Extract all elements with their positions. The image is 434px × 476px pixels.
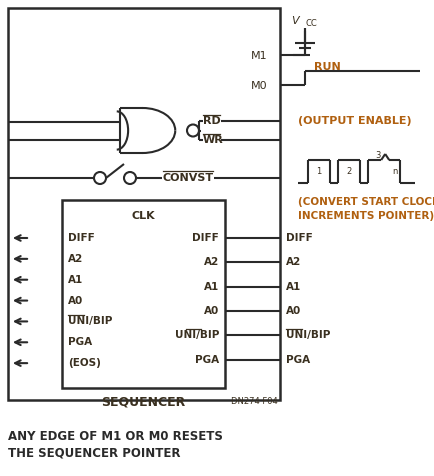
Text: CLK: CLK — [132, 211, 155, 221]
Text: M1: M1 — [251, 51, 267, 61]
Text: UNI/BIP: UNI/BIP — [174, 330, 218, 340]
Text: DIFF: DIFF — [192, 233, 218, 243]
Text: A2: A2 — [285, 258, 301, 268]
Text: A1: A1 — [285, 282, 301, 292]
Text: A2: A2 — [203, 258, 218, 268]
Text: 2: 2 — [345, 167, 351, 176]
Text: PGA: PGA — [68, 337, 92, 347]
Text: SEQUENCER: SEQUENCER — [101, 396, 185, 408]
Text: THE SEQUENCER POINTER: THE SEQUENCER POINTER — [8, 446, 180, 459]
Text: A0: A0 — [285, 306, 301, 316]
Text: V: V — [291, 16, 298, 26]
Text: RUN: RUN — [313, 62, 340, 72]
Text: A0: A0 — [68, 296, 83, 306]
Text: ANY EDGE OF M1 OR M0 RESETS: ANY EDGE OF M1 OR M0 RESETS — [8, 430, 222, 443]
Text: CC: CC — [305, 19, 317, 28]
Text: 3: 3 — [374, 151, 379, 160]
Text: (CONVERT START CLOCK,: (CONVERT START CLOCK, — [297, 197, 434, 207]
Text: M0: M0 — [251, 81, 267, 91]
Text: A2: A2 — [68, 254, 83, 264]
Bar — [8, 8, 279, 400]
Text: A1: A1 — [203, 282, 218, 292]
Text: A0: A0 — [203, 306, 218, 316]
Text: n: n — [391, 167, 397, 176]
Text: DIFF: DIFF — [68, 233, 95, 243]
Text: INCREMENTS POINTER): INCREMENTS POINTER) — [297, 211, 433, 221]
Bar — [62, 200, 224, 388]
Text: 1: 1 — [316, 167, 321, 176]
Text: DIFF: DIFF — [285, 233, 312, 243]
Text: PGA: PGA — [285, 355, 309, 365]
Text: RD: RD — [203, 116, 220, 126]
Text: WR: WR — [203, 135, 223, 145]
Text: A1: A1 — [68, 275, 83, 285]
Text: CONVST: CONVST — [163, 173, 214, 183]
Text: (OUTPUT ENABLE): (OUTPUT ENABLE) — [297, 116, 411, 126]
Text: (EOS): (EOS) — [68, 358, 101, 368]
Text: UNI/BIP: UNI/BIP — [68, 317, 112, 327]
Text: UNI/BIP: UNI/BIP — [285, 330, 329, 340]
Text: DN274 F04: DN274 F04 — [231, 397, 277, 407]
Text: PGA: PGA — [194, 355, 218, 365]
